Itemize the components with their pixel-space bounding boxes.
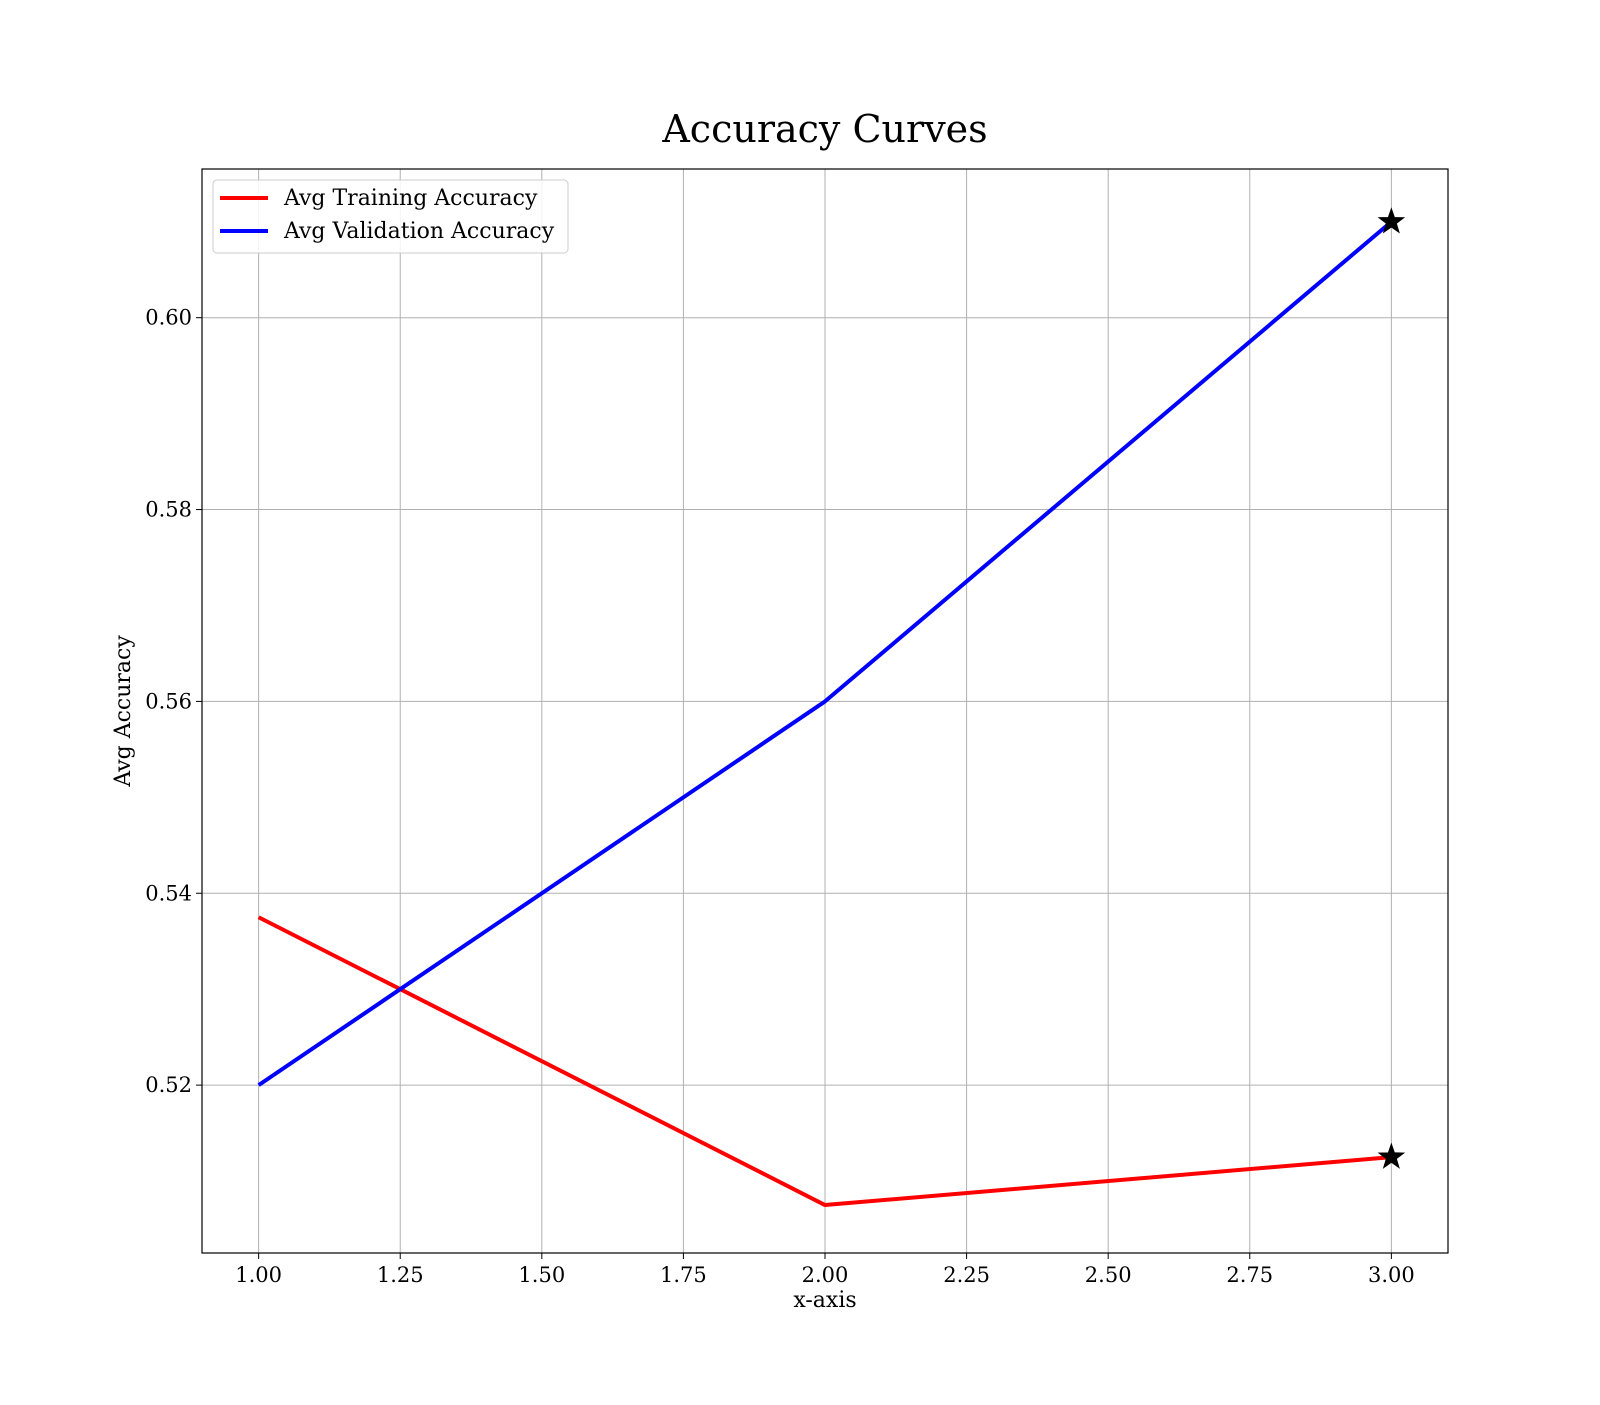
y-tick-label: 0.52 <box>145 1073 192 1097</box>
x-axis-ticks: 1.00 1.25 1.50 1.75 2.00 2.25 2.50 2.75 3.00 <box>235 1253 1415 1287</box>
x-tick-label: 1.50 <box>518 1263 565 1287</box>
series-line <box>257 220 1393 1087</box>
marker-layer <box>1377 207 1406 1169</box>
star-marker <box>1377 207 1406 234</box>
chart-title: Accuracy Curves <box>661 107 987 151</box>
y-axis-label: Avg Accuracy <box>111 635 136 788</box>
legend-label: Avg Training Accuracy <box>283 186 538 211</box>
series-layer <box>257 220 1393 1208</box>
x-tick-label: 2.50 <box>1085 1263 1132 1287</box>
x-axis-label: x-axis <box>793 1288 856 1313</box>
legend-box <box>212 179 569 254</box>
x-tick-label: 2.75 <box>1226 1263 1273 1287</box>
legend: Avg Training Accuracy Avg Validation Accu… <box>212 179 569 254</box>
x-tick-label: 2.25 <box>943 1263 990 1287</box>
y-axis-ticks: 0.52 0.54 0.56 0.58 0.60 <box>145 306 202 1097</box>
x-tick-label: 2.00 <box>802 1263 849 1287</box>
y-tick-label: 0.56 <box>145 689 192 713</box>
series-line <box>257 915 1392 1208</box>
star-marker <box>1377 1142 1406 1169</box>
y-tick-label: 0.54 <box>145 881 192 905</box>
y-tick-label: 0.58 <box>145 498 192 522</box>
x-tick-label: 1.25 <box>377 1263 424 1287</box>
y-tick-label: 0.60 <box>145 306 192 330</box>
grid <box>202 169 1448 1253</box>
x-tick-label: 3.00 <box>1368 1263 1415 1287</box>
legend-label: Avg Validation Accuracy <box>283 219 555 244</box>
x-tick-label: 1.75 <box>660 1263 707 1287</box>
x-tick-label: 1.00 <box>235 1263 282 1287</box>
